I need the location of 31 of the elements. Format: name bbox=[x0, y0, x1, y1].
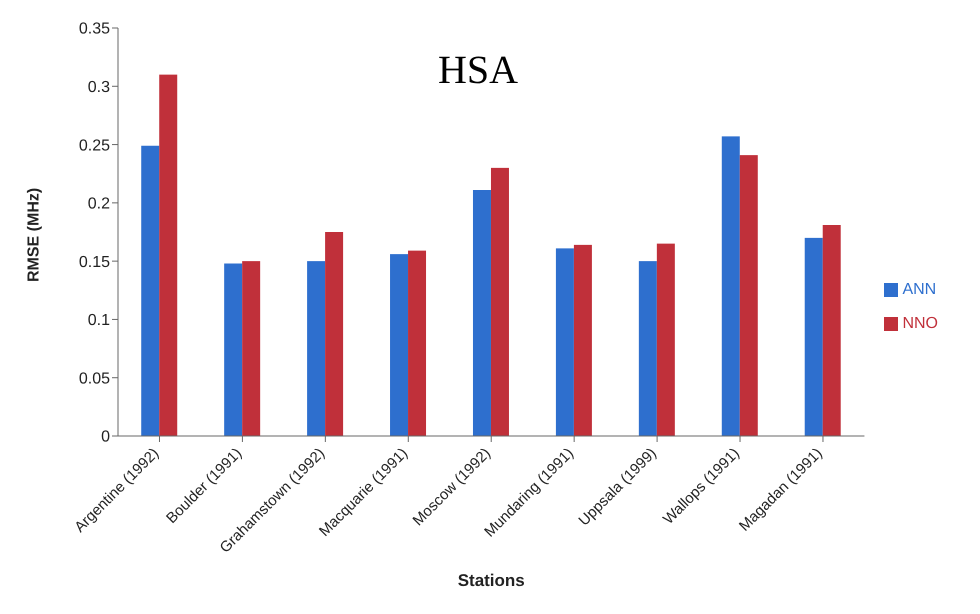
bar bbox=[325, 232, 344, 436]
y-tick-label: 0.2 bbox=[88, 196, 110, 213]
y-tick-label: 0.25 bbox=[78, 137, 110, 154]
text: HSA bbox=[436, 46, 520, 93]
bar bbox=[408, 250, 426, 436]
bar bbox=[556, 248, 574, 436]
legend-label: ANN bbox=[902, 281, 936, 298]
bar bbox=[159, 74, 178, 436]
bar bbox=[656, 244, 675, 436]
bar bbox=[224, 263, 242, 436]
legend-label: NNO bbox=[902, 315, 938, 332]
y-tick-label: 0.05 bbox=[78, 370, 110, 388]
bar bbox=[574, 244, 592, 436]
bar bbox=[472, 190, 491, 436]
bar bbox=[141, 146, 160, 436]
bar bbox=[722, 136, 740, 436]
x-axis-title: Stations bbox=[458, 571, 525, 590]
y-tick-label: 0.35 bbox=[78, 20, 110, 38]
bar bbox=[242, 261, 260, 436]
bar bbox=[307, 261, 326, 436]
bar bbox=[822, 225, 841, 436]
y-tick-label: 0.15 bbox=[78, 254, 110, 271]
bar bbox=[740, 155, 758, 436]
y-axis-title: RMSE (MHz) bbox=[26, 188, 43, 282]
y-tick-label: 0 bbox=[101, 428, 110, 446]
bar bbox=[638, 261, 657, 436]
y-tick-label: 0.1 bbox=[88, 312, 110, 330]
y-tick-label: 0.3 bbox=[88, 78, 110, 96]
bar bbox=[490, 168, 509, 436]
bar bbox=[390, 254, 408, 436]
bar bbox=[804, 238, 823, 436]
